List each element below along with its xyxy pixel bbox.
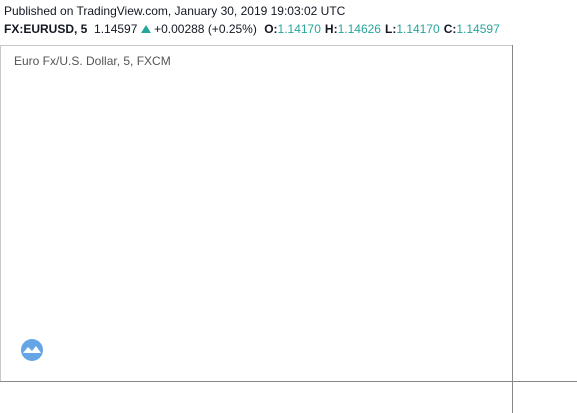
- published-line: Published on TradingView.com, January 30…: [4, 4, 346, 18]
- symbol-line: FX:EURUSD, 5 1.14597 1.141001.142001.143…: [4, 22, 577, 410]
- ohlc: O:1.14170 H:1.14626 L:1.14170 C:1.14597: [260, 22, 500, 36]
- logo: [21, 339, 43, 361]
- symbol: FX:EURUSD, 5: [4, 22, 88, 36]
- up-arrow: 1.141001.142001.143001.144001.145003006:…: [140, 25, 577, 410]
- chart-title: Euro Fx/U.S. Dollar, 5, FXCM: [14, 54, 171, 68]
- change: +0.00288 (+0.25%): [154, 22, 257, 36]
- ohlc-label: O:: [264, 22, 278, 36]
- ohlc-value: 1.14170: [396, 22, 440, 36]
- price: 1.14597: [94, 22, 138, 36]
- ohlc-label: H:: [324, 22, 338, 36]
- plot-frame: [0, 45, 513, 382]
- ohlc-value: 1.14170: [277, 22, 321, 36]
- ohlc-value: 1.14597: [456, 22, 500, 36]
- ohlc-label: C:: [443, 22, 457, 36]
- ohlc-label: L:: [384, 22, 397, 36]
- ohlc-value: 1.14626: [337, 22, 381, 36]
